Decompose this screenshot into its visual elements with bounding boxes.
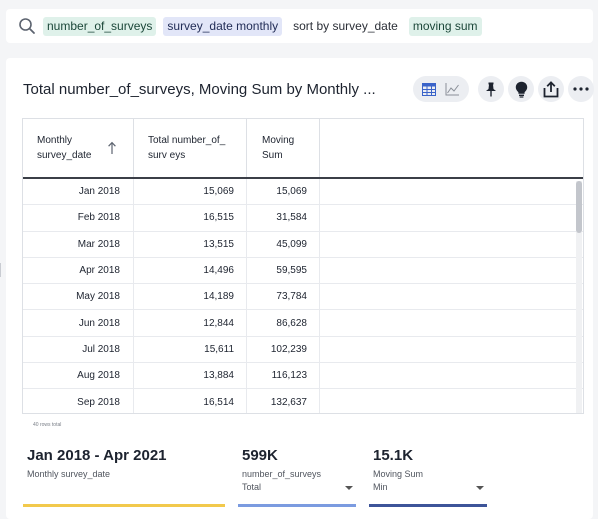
- cell-month: Jan 2018: [23, 179, 134, 205]
- table-scrollbar[interactable]: [576, 181, 582, 413]
- table-row[interactable]: Aug 2018 13,884 116,123: [23, 363, 583, 390]
- cell-total-surveys: 15,069: [134, 179, 247, 205]
- ellipsis-icon: [573, 87, 589, 91]
- cell-moving-sum: 59,595: [247, 257, 320, 284]
- search-token-survey-date-monthly[interactable]: survey_date monthly: [163, 16, 283, 36]
- view-toggle[interactable]: [413, 76, 469, 102]
- cell-month: Mar 2018: [23, 231, 134, 257]
- lightbulb-icon: [515, 81, 527, 98]
- cell-month: Sep 2018: [23, 389, 134, 413]
- cell-moving-sum: 86,628: [247, 310, 320, 336]
- column-header-label: Total number_of_surv eys: [148, 135, 226, 161]
- cell-moving-sum: 73,784: [247, 284, 320, 310]
- table-row[interactable]: Apr 2018 14,496 59,595: [23, 257, 583, 285]
- cell-month: Apr 2018: [23, 257, 134, 284]
- share-icon: [543, 80, 559, 97]
- table-header: Monthly survey_date Total number_of_surv…: [23, 119, 583, 179]
- summary-value: 15.1K: [373, 447, 414, 464]
- table-view-icon[interactable]: [421, 82, 436, 96]
- cell-moving-sum: 31,584: [247, 205, 320, 231]
- cell-month: May 2018: [23, 284, 134, 310]
- cell-total-surveys: 14,189: [134, 284, 247, 310]
- chevron-down-icon[interactable]: [345, 486, 353, 490]
- edge-marker: [0, 263, 1, 277]
- cell-moving-sum: 102,239: [247, 336, 320, 363]
- summary-bar-moving-sum: [369, 504, 487, 507]
- summary-number-of-surveys: 599K number_of_surveys Total: [242, 447, 321, 492]
- table-row[interactable]: Jun 2018 12,844 86,628: [23, 310, 583, 337]
- cell-total-surveys: 14,496: [134, 257, 247, 284]
- scrollbar-thumb[interactable]: [576, 181, 582, 233]
- answer-title: Total number_of_surveys, Moving Sum by M…: [23, 81, 376, 98]
- summary-label: Monthly survey_date: [27, 469, 111, 479]
- summary-label: number_of_surveys: [242, 469, 322, 479]
- column-header-monthly-survey-date[interactable]: Monthly survey_date: [23, 119, 134, 177]
- table-body: Jan 2018 15,069 15,069 Feb 2018 16,515 31,584…: [23, 179, 583, 413]
- table-row[interactable]: Jul 2018 15,611 102,239: [23, 336, 583, 364]
- more-options-button[interactable]: [568, 76, 594, 102]
- row-count: 40 rows total: [33, 422, 62, 428]
- summary-bar-date: [23, 504, 225, 507]
- pin-icon: [486, 82, 496, 96]
- results-table: Monthly survey_date Total number_of_surv…: [22, 118, 584, 414]
- cell-total-surveys: 13,884: [134, 363, 247, 389]
- answer-toolbar: [413, 76, 594, 102]
- table-row[interactable]: Sep 2018 16,514 132,637: [23, 389, 583, 413]
- aggregation-select[interactable]: Total: [242, 482, 262, 492]
- column-header-label: Monthly survey_date: [37, 135, 92, 161]
- cell-moving-sum: 15,069: [247, 179, 320, 205]
- cell-moving-sum: 45,099: [247, 231, 320, 257]
- cell-total-surveys: 13,515: [134, 231, 247, 257]
- cell-moving-sum: 132,637: [247, 389, 320, 413]
- cell-month: Aug 2018: [23, 363, 134, 389]
- search-bar[interactable]: number_of_surveys survey_date monthly so…: [6, 9, 593, 43]
- table-row[interactable]: May 2018 14,189 73,784: [23, 284, 583, 311]
- cell-month: Feb 2018: [23, 205, 134, 231]
- chevron-down-icon[interactable]: [476, 486, 484, 490]
- cell-total-surveys: 16,514: [134, 389, 247, 413]
- answer-card: Total number_of_surveys, Moving Sum by M…: [6, 58, 594, 519]
- cell-total-surveys: 16,515: [134, 205, 247, 231]
- chart-view-icon[interactable]: [445, 82, 460, 96]
- column-header-moving-sum[interactable]: Moving Sum: [247, 119, 320, 177]
- share-button[interactable]: [538, 76, 564, 102]
- cell-total-surveys: 12,844: [134, 310, 247, 336]
- sort-ascending-icon[interactable]: [107, 141, 117, 155]
- search-token-number-of-surveys[interactable]: number_of_surveys: [43, 16, 157, 36]
- search-token-sort[interactable]: sort by survey_date: [293, 18, 398, 33]
- cell-month: Jun 2018: [23, 310, 134, 336]
- column-header-label: Moving Sum: [262, 135, 295, 161]
- cell-month: Jul 2018: [23, 336, 134, 363]
- summary-value: 599K: [242, 447, 278, 464]
- search-token-moving-sum[interactable]: moving sum: [408, 16, 482, 36]
- summary-moving-sum: 15.1K Moving Sum Min: [373, 447, 423, 492]
- insights-button[interactable]: [508, 76, 534, 102]
- cell-moving-sum: 116,123: [247, 363, 320, 389]
- pin-button[interactable]: [478, 76, 504, 102]
- summary-value: Jan 2018 - Apr 2021: [27, 447, 167, 464]
- aggregation-select[interactable]: Min: [373, 482, 388, 492]
- table-row[interactable]: Mar 2018 13,515 45,099: [23, 231, 583, 258]
- table-row[interactable]: Feb 2018 16,515 31,584: [23, 205, 583, 232]
- table-row[interactable]: Jan 2018 15,069 15,069: [23, 179, 583, 206]
- summary-label: Moving Sum: [373, 469, 424, 479]
- search-icon: [19, 18, 35, 34]
- summary-bar-surveys: [238, 504, 356, 507]
- summary-date-range: Jan 2018 - Apr 2021 Monthly survey_date: [27, 447, 167, 479]
- column-header-total-number-of-surveys[interactable]: Total number_of_surv eys: [134, 119, 247, 177]
- cell-total-surveys: 15,611: [134, 336, 247, 363]
